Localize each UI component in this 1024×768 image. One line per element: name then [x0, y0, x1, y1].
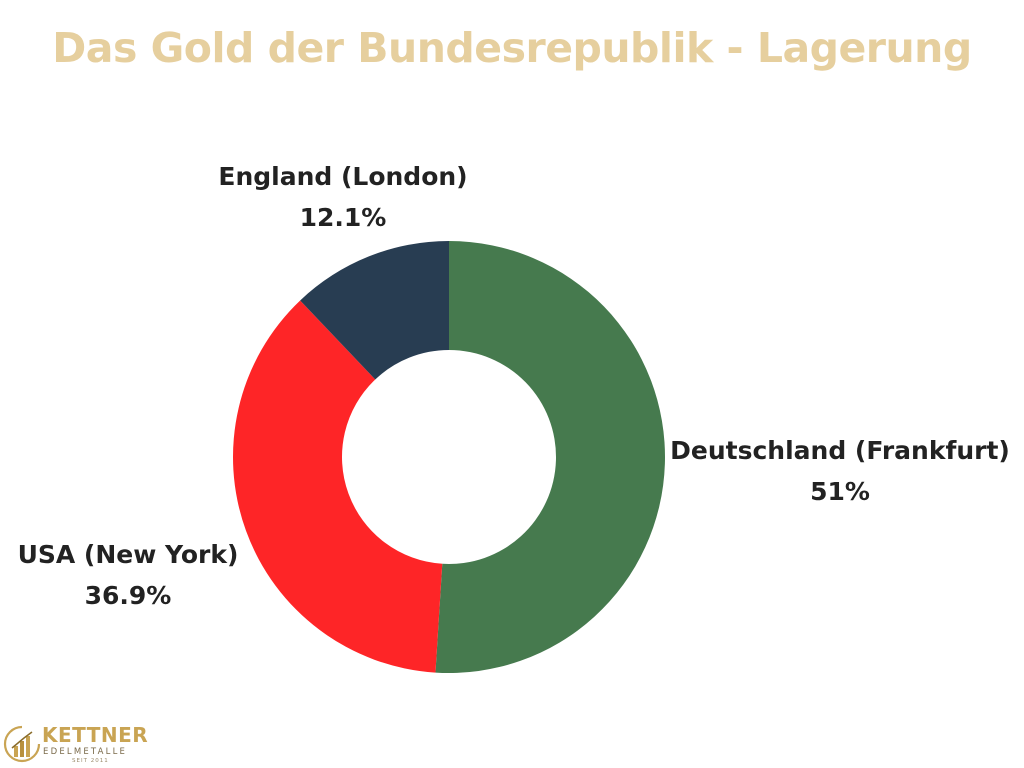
- slice-label: England (London): [218, 162, 467, 191]
- slice-usa-new-york: [232, 300, 443, 673]
- labels-layer: Deutschland (Frankfurt) 51% USA (New York)…: [18, 162, 1010, 610]
- slice-label: USA (New York): [18, 540, 239, 569]
- slice-label: Deutschland (Frankfurt): [670, 436, 1010, 465]
- slice-value-label: 51%: [810, 477, 870, 506]
- slices-layer: [232, 241, 665, 673]
- logo-since: SEIT 2011: [72, 758, 109, 764]
- kettner-logo: KETTNER EDELMETALLE SEIT 2011: [2, 722, 148, 766]
- slice-value-label: 36.9%: [85, 581, 172, 610]
- chart-title: Das Gold der Bundesrepublik - Lagerung: [52, 24, 972, 72]
- logo-mark-icon: [3, 725, 41, 763]
- logo-name: KETTNER: [42, 723, 149, 747]
- slice-value-label: 12.1%: [300, 203, 387, 232]
- slice-deutschland-frankfurt: [435, 241, 665, 673]
- slice-england-london: [300, 241, 449, 380]
- logo-subtitle: EDELMETALLE: [43, 747, 128, 757]
